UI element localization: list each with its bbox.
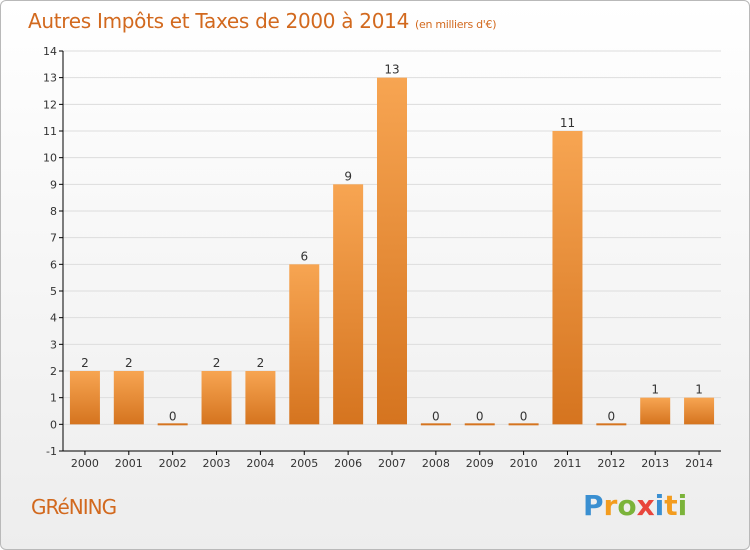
- bar-2012: [596, 423, 627, 426]
- bar-2003: [201, 371, 232, 425]
- y-tick-label: -1: [46, 445, 57, 458]
- x-tick-label: 2002: [159, 457, 187, 470]
- bar-2009: [464, 423, 495, 426]
- data-label-2005: 6: [300, 249, 308, 263]
- y-tick-label: 13: [43, 72, 57, 85]
- proxiti-logo[interactable]: Proxiti: [583, 489, 687, 522]
- chart-unit: (en milliers d'€): [415, 18, 497, 31]
- chart-title-text: Autres Impôts et Taxes de 2000 à 2014: [28, 9, 409, 33]
- data-label-2006: 9: [344, 169, 352, 183]
- x-tick-label: 2011: [553, 457, 581, 470]
- axes: [59, 50, 721, 455]
- x-tick-label: 2005: [290, 457, 318, 470]
- logo-letter: P: [583, 489, 604, 522]
- data-label-2012: 0: [608, 409, 616, 423]
- data-label-2010: 0: [520, 409, 528, 423]
- y-tick-label: 3: [50, 338, 57, 351]
- y-tick-label: 6: [50, 258, 57, 271]
- bar-2014: [684, 397, 715, 425]
- x-tick-label: 2006: [334, 457, 362, 470]
- x-tick-label: 2003: [203, 457, 231, 470]
- x-tick-label: 2009: [466, 457, 494, 470]
- x-tick-label: 2010: [510, 457, 538, 470]
- x-tick-label: 2013: [641, 457, 669, 470]
- x-tick-label: 2000: [71, 457, 99, 470]
- logo-letter: i: [654, 489, 665, 522]
- x-tick-label: 2014: [685, 457, 713, 470]
- x-tick-label: 2001: [115, 457, 143, 470]
- bars: [69, 77, 715, 426]
- bar-2004: [245, 371, 276, 425]
- bar-2008: [420, 423, 451, 426]
- logo-letter: r: [603, 489, 618, 522]
- y-tick-label: 5: [50, 285, 57, 298]
- data-label-2009: 0: [476, 409, 484, 423]
- y-tick-label: 8: [50, 205, 57, 218]
- bar-2002: [157, 423, 188, 426]
- bar-2005: [289, 264, 320, 425]
- bar-2007: [377, 77, 407, 425]
- bar-2000: [69, 371, 100, 425]
- chart-title: Autres Impôts et Taxes de 2000 à 2014 (en…: [28, 9, 496, 33]
- y-tick-label: 10: [43, 152, 57, 165]
- data-label-2013: 1: [651, 383, 659, 397]
- data-label-2008: 0: [432, 409, 440, 423]
- logo-letter: t: [664, 489, 678, 522]
- x-tick-label: 2008: [422, 457, 450, 470]
- data-label-2002: 0: [169, 409, 177, 423]
- data-label-2011: 11: [560, 116, 575, 130]
- y-tick-label: 1: [50, 392, 57, 405]
- logo-letter: i: [677, 489, 688, 522]
- data-label-2014: 1: [695, 383, 703, 397]
- y-tick-label: 9: [50, 178, 57, 191]
- x-tick-label: 2007: [378, 457, 406, 470]
- bar-2010: [508, 423, 539, 426]
- logo-letter: o: [617, 489, 637, 522]
- y-tick-label: 7: [50, 232, 57, 245]
- y-tick-label: 0: [50, 418, 57, 431]
- data-label-2001: 2: [125, 356, 133, 370]
- bar-2013: [640, 397, 671, 425]
- data-label-2003: 2: [213, 356, 221, 370]
- data-label-2004: 2: [257, 356, 265, 370]
- y-tick-label: 2: [50, 365, 57, 378]
- y-tick-label: 12: [43, 98, 57, 111]
- commune-name: GRéNING: [31, 495, 117, 519]
- data-label-2007: 13: [384, 63, 399, 77]
- logo-letter: x: [636, 489, 655, 522]
- bar-2001: [113, 371, 144, 425]
- data-label-2000: 2: [81, 356, 89, 370]
- bar-2011: [552, 131, 583, 425]
- x-tick-label: 2004: [246, 457, 274, 470]
- y-tick-label: 4: [50, 312, 57, 325]
- y-tick-label: 11: [43, 125, 57, 138]
- x-tick-label: 2012: [597, 457, 625, 470]
- bar-2006: [333, 184, 364, 425]
- labels: -101234567891011121314200022001220020200…: [43, 45, 713, 470]
- y-tick-label: 14: [43, 45, 57, 58]
